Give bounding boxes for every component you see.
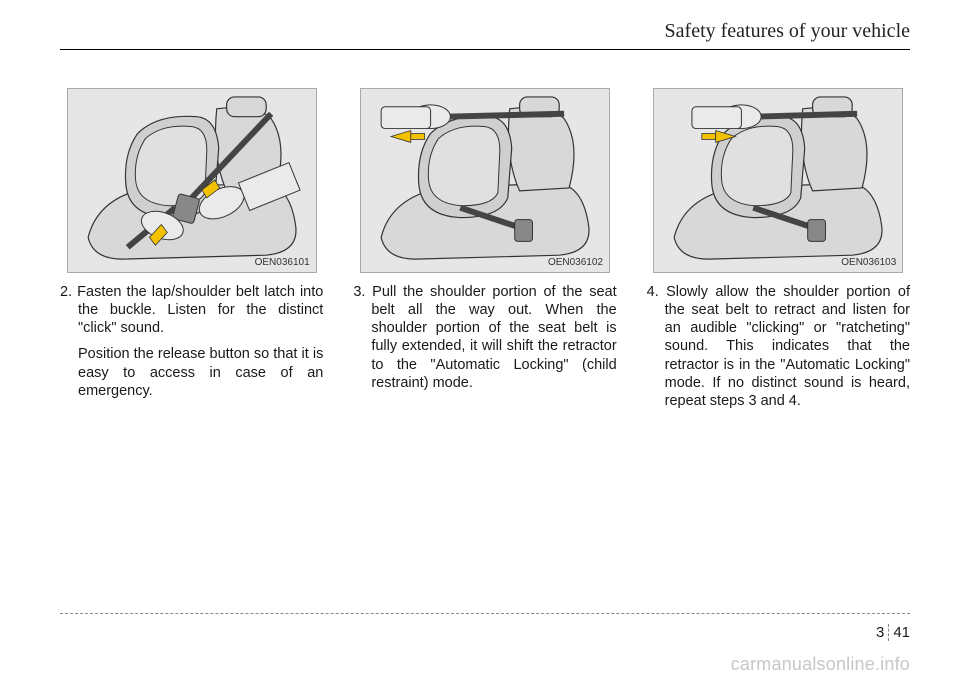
step-4-text: 4. Slowly allow the shoulder portion of … (647, 283, 910, 410)
car-seat-illustration-3 (654, 89, 902, 272)
column-3: OEN036103 4. Slowly allow the shoulder p… (647, 88, 910, 418)
step-2-sub: Position the release button so that it i… (60, 345, 323, 399)
section-title: Safety features of your vehicle (665, 20, 910, 42)
section-header: Safety features of your vehicle (60, 20, 910, 50)
figure-2-label: OEN036102 (548, 257, 603, 268)
content-columns: OEN036101 2. Fasten the lap/shoulder bel… (60, 88, 910, 418)
page-number: 341 (876, 624, 910, 641)
step-3-text: 3. Pull the shoulder portion of the seat… (353, 283, 616, 392)
column-1: OEN036101 2. Fasten the lap/shoulder bel… (60, 88, 323, 418)
figure-1-label: OEN036101 (255, 257, 310, 268)
figure-2: OEN036102 (360, 88, 610, 273)
figure-3: OEN036103 (653, 88, 903, 273)
footer-divider (60, 613, 910, 614)
car-seat-illustration-1 (68, 89, 316, 272)
page-number-value: 41 (893, 624, 910, 641)
step-2-text: 2. Fasten the lap/shoulder belt latch in… (60, 283, 323, 337)
section-number: 3 (876, 624, 889, 641)
watermark: carmanualsonline.info (731, 654, 910, 675)
figure-1: OEN036101 (67, 88, 317, 273)
column-2: OEN036102 3. Pull the shoulder portion o… (353, 88, 616, 418)
figure-3-label: OEN036103 (841, 257, 896, 268)
car-seat-illustration-2 (361, 89, 609, 272)
